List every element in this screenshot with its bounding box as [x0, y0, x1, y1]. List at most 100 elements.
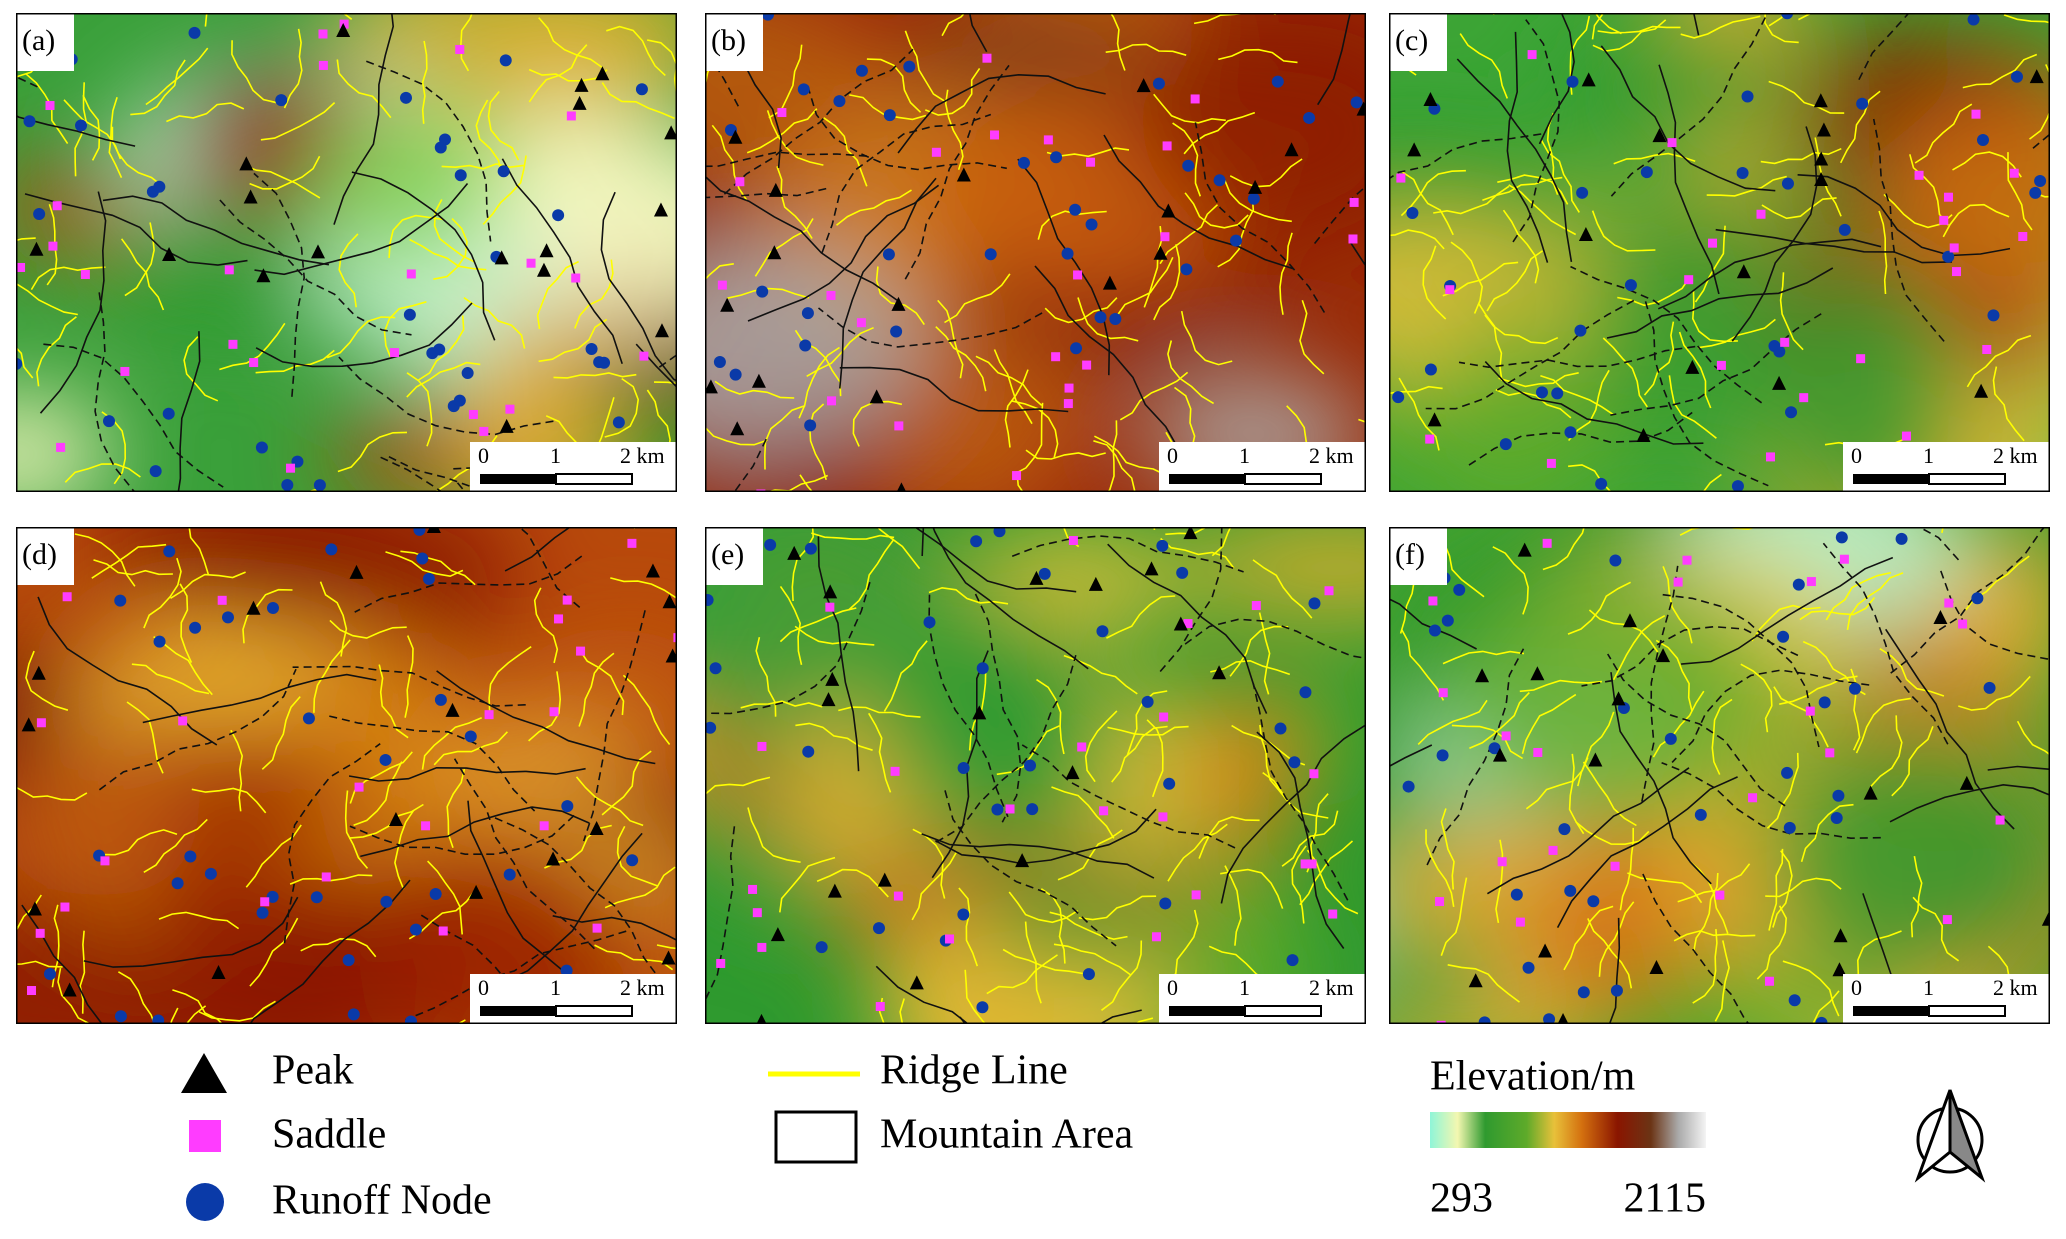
panel-frame: [1389, 527, 2050, 1024]
ridge-line: [1952, 151, 2022, 178]
ridge-line: [179, 583, 193, 663]
legend-label: Ridge Line: [880, 1048, 1068, 1094]
stream: [1159, 527, 1223, 673]
ridge-line: [2003, 14, 2050, 24]
runoff-node: [313, 479, 326, 492]
ridge-line: [378, 664, 409, 739]
stream: [1011, 535, 1244, 573]
peak: [310, 244, 325, 259]
peak: [1833, 928, 1848, 943]
saddle: [1914, 170, 1924, 180]
scale-label: 1: [1239, 443, 1250, 468]
saddle: [1005, 804, 1015, 814]
peak: [956, 167, 971, 182]
runoff-node: [266, 601, 279, 614]
peak: [1816, 122, 1831, 137]
ridge-line: [779, 585, 803, 665]
terrain: [1389, 527, 2050, 1024]
saddle: [1082, 360, 1092, 370]
runoff-node: [1971, 592, 1984, 605]
runoff-node: [1156, 539, 1169, 552]
peak: [825, 671, 840, 686]
scale-bar-black: [480, 1006, 556, 1016]
ridge-line: [385, 551, 464, 578]
saddle: [856, 318, 866, 328]
ridge-line: [878, 997, 885, 1024]
saddle: [1183, 619, 1193, 629]
saddle: [468, 409, 478, 419]
saddle: [1063, 399, 1073, 409]
saddle: [62, 592, 72, 602]
ridge-line: [1119, 371, 1189, 421]
ridge-line: [1799, 596, 1876, 621]
legend-label: Saddle: [272, 1112, 386, 1158]
ridge-line: [1706, 175, 1787, 197]
saddle: [249, 358, 259, 368]
peak: [426, 527, 441, 534]
runoff-node: [1848, 682, 1861, 695]
runoff-node: [903, 60, 916, 73]
terrain-patch: [300, 101, 507, 261]
stream: [1644, 301, 1769, 487]
panel-label: (d): [22, 538, 57, 571]
runoff-node: [422, 572, 435, 585]
ridge-line: [283, 488, 318, 492]
peak: [2041, 911, 2050, 926]
stream: [705, 151, 867, 168]
saddle: [1425, 434, 1435, 444]
stream: [1657, 238, 1882, 310]
stream: [1797, 174, 2011, 257]
runoff-node: [1815, 1016, 1828, 1024]
runoff-node: [1664, 732, 1677, 745]
ridge-line: [1146, 719, 1164, 798]
ridge-line: [993, 349, 1033, 425]
stream: [705, 44, 740, 107]
ridge-line: [143, 557, 182, 629]
runoff-node: [403, 308, 416, 321]
ridge-line: [191, 787, 267, 814]
runoff-node: [991, 803, 1004, 816]
ridge-line: [883, 640, 928, 712]
saddle: [1435, 897, 1445, 907]
ridge-line: [1262, 771, 1329, 819]
ridge-line: [928, 586, 1009, 605]
saddle: [752, 908, 762, 918]
scale-label: 2 km: [1993, 975, 2038, 1000]
stream: [177, 331, 201, 492]
ridge-line: [283, 28, 303, 109]
runoff-node: [1488, 742, 1501, 755]
scale-label: 2 km: [1309, 443, 1354, 468]
ridge-line: [255, 349, 335, 374]
ridge-line: [1440, 808, 1455, 890]
ridge-line: [705, 263, 734, 281]
runoff-node: [1024, 759, 1037, 772]
ridge-line: [536, 260, 579, 330]
ridge-line: [394, 810, 415, 890]
stream: [253, 172, 306, 397]
saddle: [1715, 890, 1725, 900]
runoff-node: [1694, 808, 1707, 821]
ridge-line: [746, 108, 818, 154]
scale-label: 0: [478, 443, 489, 468]
runoff-node: [1818, 696, 1831, 709]
peak: [1863, 785, 1878, 800]
saddle: [191, 1023, 201, 1024]
ridge-line: [876, 527, 921, 570]
saddle: [1349, 197, 1359, 207]
peak: [494, 250, 509, 265]
runoff-node: [1017, 156, 1030, 169]
features: [705, 13, 1366, 492]
runoff-node: [1967, 13, 1980, 26]
north-arrow: [1914, 1089, 1986, 1183]
scale-label: 1: [1923, 443, 1934, 468]
map-panel: (d) 0 1 2 km: [16, 527, 677, 1024]
saddle: [1682, 555, 1692, 565]
ridge-line: [899, 998, 905, 1024]
ridge-line: [1044, 297, 1118, 324]
stream: [1610, 313, 1822, 416]
ridge-line: [329, 619, 407, 639]
ridge-line: [1037, 210, 1107, 240]
runoff-node: [1406, 207, 1419, 220]
peak: [1622, 613, 1637, 628]
ridge-line: [64, 463, 141, 483]
